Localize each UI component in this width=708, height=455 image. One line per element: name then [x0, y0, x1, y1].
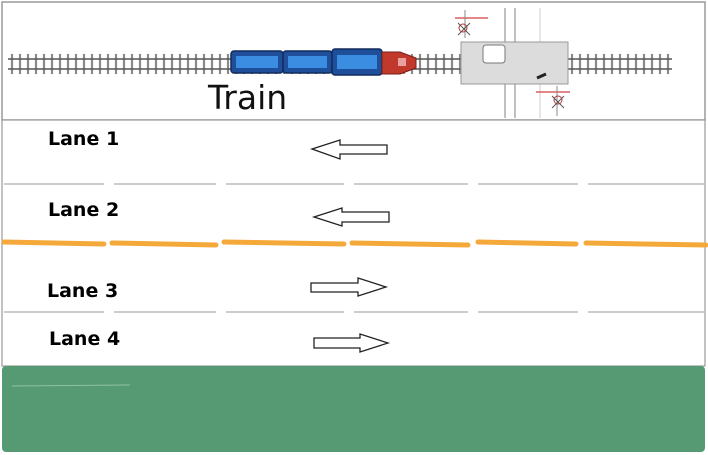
lane-3-label: Lane 3 — [47, 280, 118, 302]
lane-4-label: Lane 4 — [49, 328, 120, 350]
grass-strip — [2, 366, 705, 452]
lane-1-label: Lane 1 — [48, 128, 119, 150]
rail-section — [2, 2, 705, 120]
lane-2-label: Lane 2 — [48, 199, 119, 221]
train-label: Train — [208, 78, 287, 117]
train-icon — [231, 49, 416, 75]
